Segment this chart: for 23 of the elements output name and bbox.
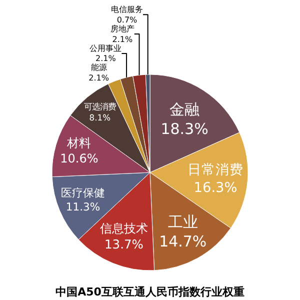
data-label: 16.3% [194,180,238,196]
slice-label: 医疗保健 [60,186,105,200]
slice-label: 材料 [66,136,92,150]
slice-label: 公用事业 [90,44,122,53]
slice-label: 信息技术 [100,222,148,236]
slice-label: 电信服务 [110,4,143,14]
slice-label: 可选消费 [84,101,116,112]
data-label: 11.3% [66,200,100,214]
data-label: 13.7% [104,238,144,252]
data-label: 2.1% [96,54,116,64]
data-label: 8.1% [89,112,111,122]
text: 中国A50互联互通人民币指数行业权重 [56,286,244,298]
data-label: 14.7% [159,232,207,250]
data-label: 2.1% [112,34,133,44]
slice-label: 房地产 [110,24,134,34]
data-label: 2.1% [88,74,110,83]
data-label: 18.3% [160,120,208,138]
slice-label: 日常消费 [188,162,244,178]
slice-label: 金融 [170,100,200,118]
data-label: 10.6% [60,152,98,166]
slice-label: 能源 [90,63,107,72]
slice-label: 工业 [168,213,198,232]
data-label: 0.7% [116,15,138,24]
